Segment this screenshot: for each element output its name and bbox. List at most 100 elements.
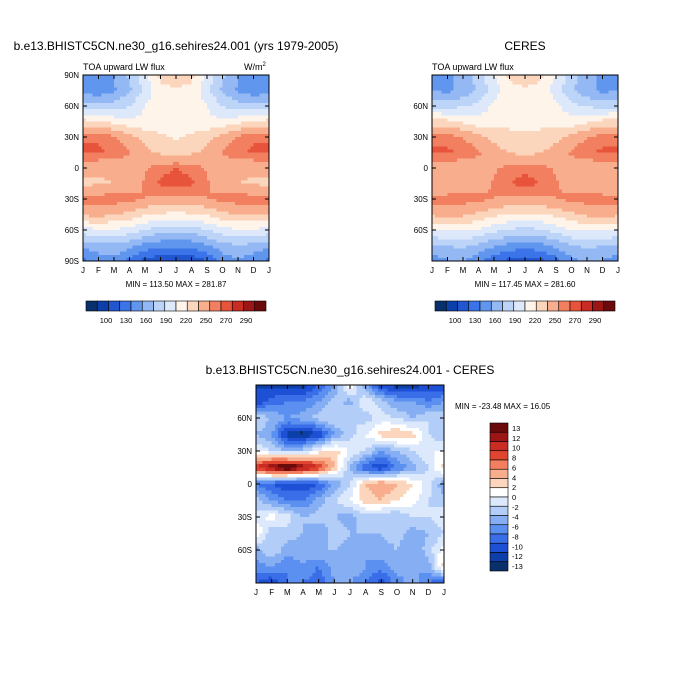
heatmap-cell bbox=[141, 106, 146, 110]
heatmap-cell bbox=[590, 102, 594, 107]
heatmap-cell bbox=[83, 171, 87, 175]
heatmap-cell bbox=[256, 78, 261, 82]
heatmap-cell bbox=[114, 251, 118, 256]
heatmap-cell bbox=[528, 109, 532, 113]
heatmap-cell bbox=[101, 121, 106, 126]
heatmap-cell bbox=[176, 137, 180, 141]
heatmap-cell bbox=[234, 115, 239, 119]
heatmap-cell bbox=[450, 115, 455, 119]
heatmap-cell bbox=[117, 217, 121, 222]
heatmap-cell bbox=[210, 171, 214, 175]
heatmap-cell bbox=[185, 245, 189, 250]
heatmap-cell bbox=[506, 93, 511, 98]
heatmap-cell bbox=[556, 109, 560, 113]
heatmap-cell bbox=[262, 93, 267, 98]
heatmap-cell bbox=[160, 239, 165, 243]
heatmap-cell bbox=[172, 143, 177, 147]
heatmap-cell bbox=[114, 102, 118, 107]
colorbar-swatch bbox=[198, 300, 211, 312]
heatmap-cell bbox=[98, 164, 103, 169]
heatmap-cell bbox=[120, 118, 124, 123]
heatmap-cell bbox=[444, 121, 449, 126]
heatmap-cell bbox=[256, 149, 261, 154]
heatmap-cell bbox=[210, 214, 214, 219]
heatmap-cell bbox=[599, 78, 604, 82]
heatmap-cell bbox=[154, 183, 158, 188]
heatmap-cell bbox=[262, 118, 267, 123]
heatmap-cell bbox=[172, 171, 177, 175]
heatmap-cell bbox=[200, 236, 205, 240]
heatmap-cell bbox=[120, 93, 124, 98]
heatmap-cell bbox=[132, 211, 137, 216]
heatmap-cell bbox=[568, 106, 573, 110]
heatmap-cell bbox=[435, 93, 439, 98]
heatmap-cell bbox=[138, 121, 143, 126]
heatmap-cell bbox=[216, 158, 220, 163]
heatmap-cell bbox=[234, 189, 239, 194]
heatmap-cell bbox=[197, 99, 202, 104]
heatmap-cell bbox=[107, 171, 112, 175]
heatmap-cell bbox=[447, 115, 452, 119]
heatmap-cell bbox=[154, 161, 158, 166]
heatmap-cell bbox=[141, 115, 146, 119]
heatmap-cell bbox=[107, 155, 112, 160]
heatmap-cell bbox=[126, 164, 131, 169]
heatmap-cell bbox=[587, 118, 591, 123]
heatmap-cell bbox=[138, 257, 143, 262]
heatmap-cell bbox=[197, 115, 202, 119]
heatmap-cell bbox=[86, 102, 90, 107]
heatmap-cell bbox=[188, 161, 193, 166]
heatmap-cell bbox=[110, 137, 115, 141]
heatmap-cell bbox=[145, 257, 149, 262]
heatmap-cell bbox=[241, 202, 245, 206]
heatmap-cell bbox=[160, 127, 165, 132]
heatmap-cell bbox=[512, 118, 517, 123]
heatmap-cell bbox=[463, 124, 467, 129]
heatmap-cell bbox=[238, 84, 242, 88]
heatmap-cell bbox=[562, 87, 566, 92]
heatmap-cell bbox=[132, 112, 137, 116]
heatmap-cell bbox=[247, 220, 251, 225]
heatmap-cell bbox=[262, 254, 267, 259]
heatmap-cell bbox=[497, 118, 501, 123]
heatmap-cell bbox=[176, 251, 180, 256]
heatmap-cell bbox=[265, 192, 270, 197]
heatmap-cell bbox=[95, 161, 100, 166]
heatmap-cell bbox=[580, 121, 585, 126]
heatmap-cell bbox=[262, 192, 267, 197]
heatmap-cell bbox=[166, 130, 171, 135]
heatmap-cell bbox=[500, 75, 504, 79]
heatmap-cell bbox=[126, 84, 131, 88]
heatmap-cell bbox=[250, 155, 255, 160]
heatmap-cell bbox=[179, 155, 183, 160]
heatmap-cell bbox=[475, 118, 480, 123]
heatmap-cell bbox=[219, 189, 224, 194]
heatmap-cell bbox=[120, 112, 124, 116]
heatmap-cell bbox=[169, 137, 174, 141]
heatmap-cell bbox=[194, 217, 199, 222]
heatmap-cell bbox=[148, 164, 152, 169]
heatmap-cell bbox=[148, 121, 152, 126]
heatmap-cell bbox=[104, 195, 109, 200]
heatmap-cell bbox=[456, 90, 461, 95]
heatmap-cell bbox=[185, 93, 189, 98]
heatmap-cell bbox=[107, 199, 112, 203]
heatmap-cell bbox=[95, 140, 100, 144]
heatmap-cell bbox=[241, 189, 245, 194]
heatmap-cell bbox=[101, 208, 106, 212]
heatmap-cell bbox=[497, 99, 501, 104]
heatmap-cell bbox=[244, 171, 248, 175]
heatmap-cell bbox=[247, 87, 251, 92]
heatmap-cell bbox=[182, 177, 186, 181]
heatmap-cell bbox=[559, 115, 563, 119]
heatmap-cell bbox=[241, 186, 245, 191]
heatmap-cell bbox=[459, 102, 464, 107]
heatmap-cell bbox=[120, 254, 124, 259]
heatmap-cell bbox=[176, 149, 180, 154]
heatmap-cell bbox=[160, 164, 165, 169]
heatmap-cell bbox=[92, 158, 96, 163]
heatmap-cell bbox=[262, 78, 267, 82]
heatmap-cell bbox=[219, 78, 224, 82]
heatmap-cell bbox=[241, 121, 245, 126]
heatmap-cell bbox=[179, 112, 183, 116]
